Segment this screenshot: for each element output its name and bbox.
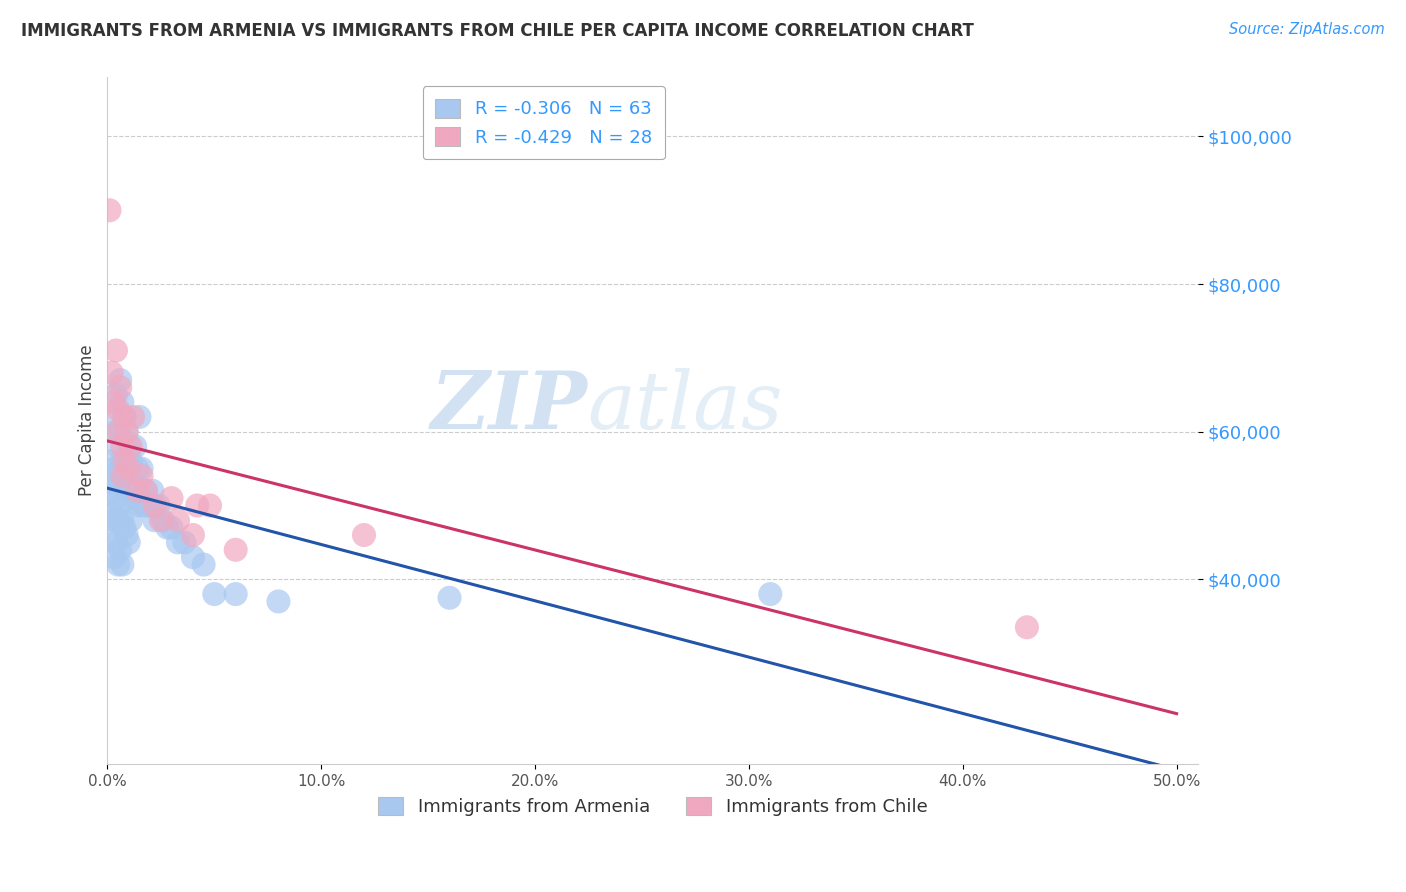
Point xyxy=(100,454,122,468)
Point xyxy=(108,380,131,394)
Point xyxy=(115,476,138,491)
Point xyxy=(107,402,129,417)
Point xyxy=(127,483,149,498)
Point xyxy=(107,440,129,454)
Point xyxy=(124,440,146,454)
Point xyxy=(104,425,127,439)
Point xyxy=(107,513,129,527)
Point xyxy=(193,558,215,572)
Point xyxy=(115,425,138,439)
Point xyxy=(100,506,122,520)
Point xyxy=(118,535,141,549)
Point xyxy=(103,409,125,424)
Point xyxy=(122,409,145,424)
Point xyxy=(115,528,138,542)
Point xyxy=(103,550,125,565)
Point xyxy=(114,409,136,424)
Point xyxy=(108,373,131,387)
Point xyxy=(186,499,208,513)
Point xyxy=(111,454,134,468)
Point xyxy=(181,550,204,565)
Point xyxy=(108,425,131,439)
Point xyxy=(156,521,179,535)
Point xyxy=(202,587,225,601)
Point xyxy=(111,558,134,572)
Point xyxy=(120,440,142,454)
Point xyxy=(136,499,159,513)
Point xyxy=(139,499,162,513)
Point xyxy=(100,366,122,380)
Point xyxy=(98,528,121,542)
Point xyxy=(267,594,290,608)
Point xyxy=(1015,620,1038,634)
Point xyxy=(115,425,138,439)
Point xyxy=(104,388,127,402)
Point xyxy=(120,513,142,527)
Point xyxy=(135,483,157,498)
Point xyxy=(100,483,122,498)
Point xyxy=(225,587,247,601)
Point xyxy=(108,499,131,513)
Point xyxy=(114,409,136,424)
Point xyxy=(108,542,131,557)
Point xyxy=(108,461,131,475)
Point xyxy=(131,461,153,475)
Point xyxy=(114,461,136,475)
Point xyxy=(111,440,134,454)
Point xyxy=(167,513,190,527)
Point xyxy=(149,513,172,527)
Text: ZIP: ZIP xyxy=(430,368,588,446)
Point xyxy=(135,483,157,498)
Point xyxy=(198,499,221,513)
Point xyxy=(111,395,134,409)
Point xyxy=(104,343,127,358)
Y-axis label: Per Capita Income: Per Capita Income xyxy=(79,345,96,497)
Point xyxy=(98,476,121,491)
Point xyxy=(98,203,121,218)
Point xyxy=(225,542,247,557)
Point xyxy=(131,469,153,483)
Text: Source: ZipAtlas.com: Source: ZipAtlas.com xyxy=(1229,22,1385,37)
Legend: Immigrants from Armenia, Immigrants from Chile: Immigrants from Armenia, Immigrants from… xyxy=(371,789,935,823)
Point xyxy=(118,461,141,475)
Text: atlas: atlas xyxy=(588,368,783,446)
Point xyxy=(128,409,150,424)
Point xyxy=(103,395,125,409)
Point xyxy=(127,461,149,475)
Point xyxy=(152,513,174,527)
Point xyxy=(103,513,125,527)
Point xyxy=(439,591,461,605)
Text: IMMIGRANTS FROM ARMENIA VS IMMIGRANTS FROM CHILE PER CAPITA INCOME CORRELATION C: IMMIGRANTS FROM ARMENIA VS IMMIGRANTS FR… xyxy=(21,22,974,40)
Point xyxy=(111,513,134,527)
Point xyxy=(128,499,150,513)
Point xyxy=(143,499,166,513)
Point xyxy=(141,483,163,498)
Point xyxy=(103,461,125,475)
Point xyxy=(104,535,127,549)
Point xyxy=(107,425,129,439)
Point xyxy=(114,454,136,468)
Point xyxy=(104,491,127,505)
Point xyxy=(107,558,129,572)
Point xyxy=(118,491,141,505)
Point xyxy=(120,454,142,468)
Point xyxy=(124,491,146,505)
Point xyxy=(114,521,136,535)
Point xyxy=(122,476,145,491)
Point xyxy=(167,535,190,549)
Point xyxy=(107,476,129,491)
Point xyxy=(181,528,204,542)
Point xyxy=(118,440,141,454)
Point xyxy=(353,528,375,542)
Point xyxy=(759,587,782,601)
Point xyxy=(132,499,155,513)
Point xyxy=(160,491,183,505)
Point xyxy=(173,535,195,549)
Point xyxy=(148,499,170,513)
Point xyxy=(111,469,134,483)
Point xyxy=(143,513,166,527)
Point xyxy=(160,521,183,535)
